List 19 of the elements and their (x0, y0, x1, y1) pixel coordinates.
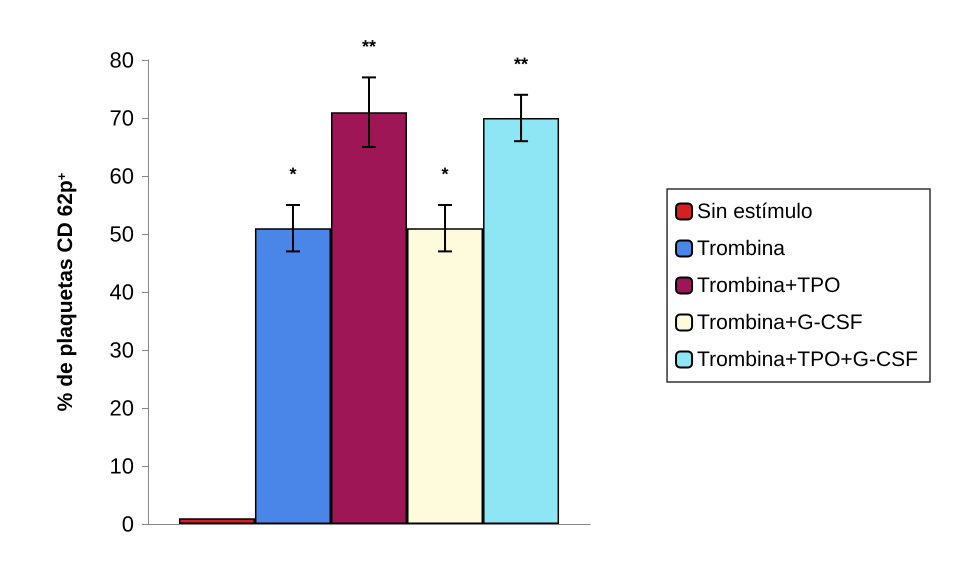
y-tick-label: 40 (110, 280, 134, 304)
y-tick-label: 50 (110, 222, 134, 246)
data-label: ** (362, 36, 376, 56)
y-tick-label: 10 (110, 454, 134, 478)
data-label: * (442, 164, 449, 184)
y-tick-label: 80 (110, 48, 134, 72)
data-label: * (289, 164, 296, 184)
y-tick-label: 30 (110, 338, 134, 362)
legend-label: Trombina+G-CSF (697, 311, 863, 334)
y-tick-label: 20 (110, 396, 134, 420)
legend-label: Trombina+TPO (697, 274, 840, 297)
y-tick-label: 60 (110, 164, 134, 188)
legend-label: Trombina (697, 237, 786, 260)
legend-label: Trombina+TPO+G-CSF (697, 348, 918, 371)
legend-label: Sin estímulo (697, 200, 813, 223)
y-axis-title: % de plaquetas CD 62p+ (54, 172, 77, 412)
data-label: ** (514, 54, 528, 74)
y-tick-label: 70 (110, 106, 134, 130)
y-tick-label: 0 (122, 512, 134, 536)
